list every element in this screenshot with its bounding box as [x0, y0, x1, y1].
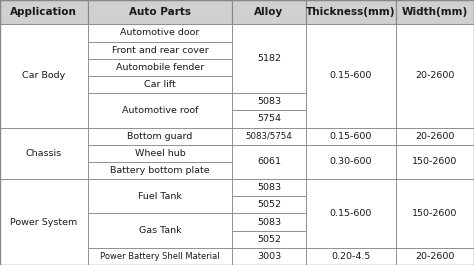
- Bar: [396, 127, 474, 145]
- Bar: [88, 0, 232, 24]
- Bar: [0, 0, 88, 24]
- Text: 5083: 5083: [257, 97, 281, 106]
- Text: Auto Parts: Auto Parts: [129, 7, 191, 17]
- Text: 5052: 5052: [257, 200, 281, 209]
- Text: 0.20-4.5: 0.20-4.5: [331, 252, 371, 261]
- Bar: [88, 145, 232, 162]
- Text: Battery bottom plate: Battery bottom plate: [110, 166, 210, 175]
- Text: Width(mm): Width(mm): [402, 7, 468, 17]
- Bar: [0, 127, 88, 179]
- Text: Thickness(mm): Thickness(mm): [306, 7, 395, 17]
- Bar: [232, 0, 306, 24]
- Bar: [306, 248, 396, 265]
- Text: Power System: Power System: [10, 218, 77, 227]
- Bar: [88, 76, 232, 93]
- Bar: [232, 231, 306, 248]
- Text: Car Body: Car Body: [22, 72, 65, 81]
- Bar: [232, 24, 306, 93]
- Bar: [88, 213, 232, 248]
- Text: 5182: 5182: [257, 54, 281, 63]
- Text: 5052: 5052: [257, 235, 281, 244]
- Bar: [232, 179, 306, 196]
- Text: 5754: 5754: [257, 114, 281, 123]
- Text: Wheel hub: Wheel hub: [135, 149, 185, 158]
- Text: 5083/5754: 5083/5754: [246, 132, 292, 141]
- Bar: [88, 127, 232, 145]
- Bar: [88, 24, 232, 42]
- Bar: [232, 93, 306, 110]
- Bar: [0, 24, 88, 127]
- Bar: [232, 213, 306, 231]
- Bar: [88, 42, 232, 59]
- Text: 0.15-600: 0.15-600: [329, 72, 372, 81]
- Text: Fuel Tank: Fuel Tank: [138, 192, 182, 201]
- Text: 0.15-600: 0.15-600: [329, 132, 372, 141]
- Bar: [232, 145, 306, 179]
- Text: Power Battery Shell Material: Power Battery Shell Material: [100, 252, 220, 261]
- Text: Front and rear cover: Front and rear cover: [111, 46, 209, 55]
- Bar: [88, 248, 232, 265]
- Text: Chassis: Chassis: [26, 149, 62, 158]
- Text: Bottom guard: Bottom guard: [128, 132, 192, 141]
- Bar: [396, 248, 474, 265]
- Bar: [232, 110, 306, 127]
- Text: 20-2600: 20-2600: [415, 132, 455, 141]
- Bar: [232, 196, 306, 213]
- Text: 5083: 5083: [257, 183, 281, 192]
- Bar: [88, 59, 232, 76]
- Text: 5083: 5083: [257, 218, 281, 227]
- Bar: [0, 179, 88, 265]
- Bar: [306, 127, 396, 145]
- Text: 20-2600: 20-2600: [415, 252, 455, 261]
- Bar: [306, 24, 396, 127]
- Text: Application: Application: [10, 7, 77, 17]
- Text: Alloy: Alloy: [255, 7, 283, 17]
- Text: Automobile fender: Automobile fender: [116, 63, 204, 72]
- Text: 150-2600: 150-2600: [412, 157, 457, 166]
- Bar: [396, 179, 474, 248]
- Bar: [88, 179, 232, 213]
- Bar: [88, 162, 232, 179]
- Bar: [396, 24, 474, 127]
- Text: 150-2600: 150-2600: [412, 209, 457, 218]
- Bar: [396, 145, 474, 179]
- Bar: [396, 0, 474, 24]
- Bar: [306, 179, 396, 248]
- Text: 20-2600: 20-2600: [415, 72, 455, 81]
- Text: Automotive roof: Automotive roof: [122, 106, 198, 115]
- Bar: [88, 93, 232, 127]
- Text: 3003: 3003: [257, 252, 281, 261]
- Bar: [306, 0, 396, 24]
- Text: 0.30-600: 0.30-600: [329, 157, 372, 166]
- Text: Car lift: Car lift: [144, 80, 176, 89]
- Bar: [232, 127, 306, 145]
- Bar: [306, 145, 396, 179]
- Text: 6061: 6061: [257, 157, 281, 166]
- Bar: [232, 248, 306, 265]
- Text: Gas Tank: Gas Tank: [139, 226, 181, 235]
- Text: Automotive door: Automotive door: [120, 28, 200, 37]
- Text: 0.15-600: 0.15-600: [329, 209, 372, 218]
